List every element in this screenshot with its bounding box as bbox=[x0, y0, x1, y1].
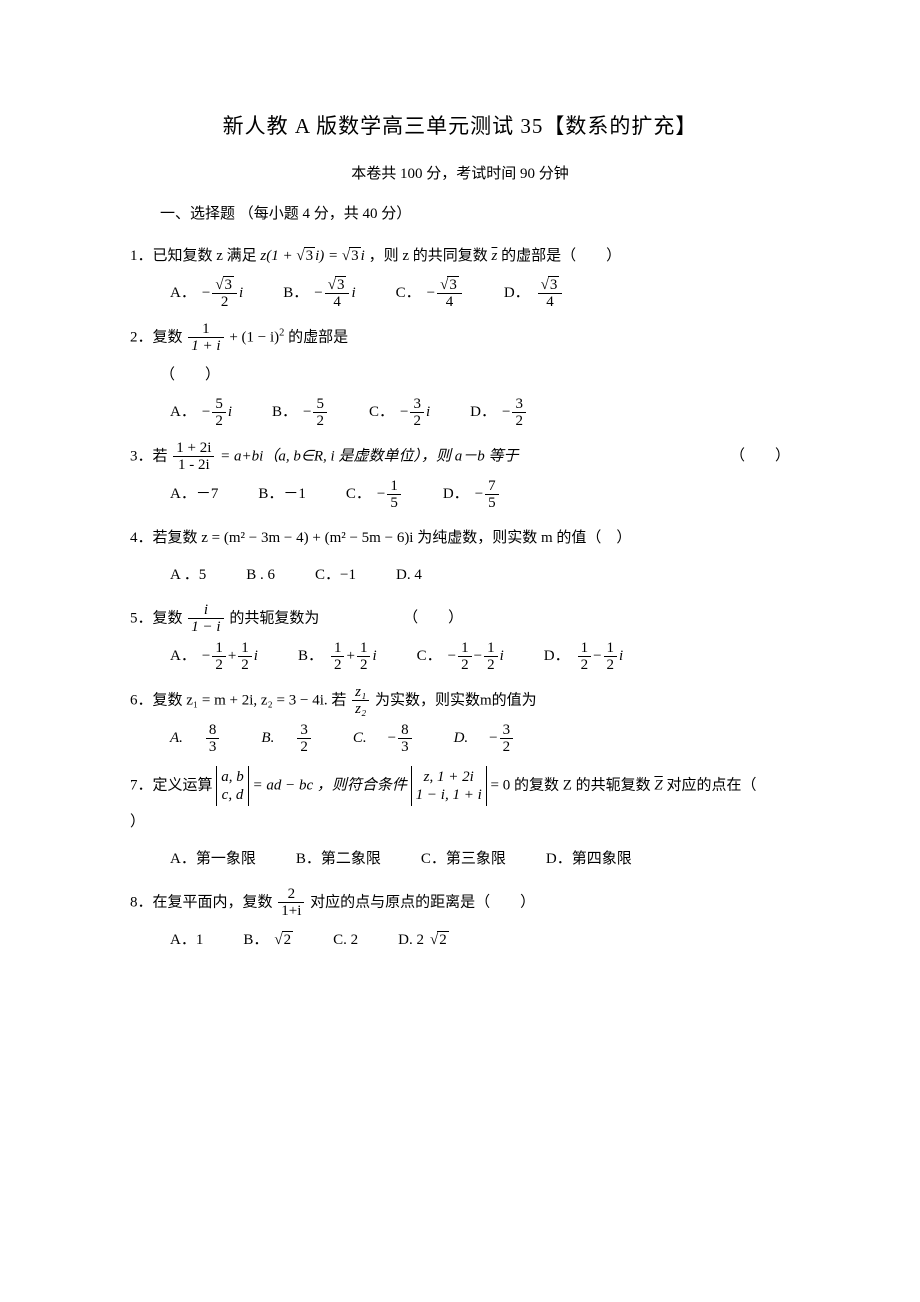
q3-stem-pre: 3．若 bbox=[130, 448, 171, 464]
question-8: 8．在复平面内，复数 21+i 对应的点与原点的距离是（ ） A．1 B．2 C… bbox=[130, 886, 790, 957]
q4-opt-c: C．−1 bbox=[315, 559, 356, 592]
q1-opt-b: B．−34i bbox=[283, 277, 355, 311]
q8-opt-a: A．1 bbox=[170, 924, 203, 957]
q7-opt-a: A．第一象限 bbox=[170, 843, 256, 876]
question-2: 2．复数 11 + i + (1 − i)2 的虚部是 （ ） A．−52i B… bbox=[130, 321, 790, 430]
q2-opt-c: C．−32i bbox=[369, 396, 430, 430]
q8-opt-c: C. 2 bbox=[333, 924, 358, 957]
q2-plus: + (1 − i) bbox=[226, 329, 280, 345]
sqrt3-2: 3 bbox=[342, 240, 361, 273]
q1-opt-c: C．−34 bbox=[396, 277, 464, 311]
q2-stem-pre: 2．复数 bbox=[130, 329, 186, 345]
q3-opt-d: D．−75 bbox=[443, 478, 501, 512]
q5-opt-b: B．12 + 12i bbox=[298, 640, 377, 674]
q6-opt-d: D. −32 bbox=[454, 722, 516, 756]
q2-opt-d: D．−32 bbox=[470, 396, 528, 430]
q6-stem-pre: 6．复数 z₁ = m + 2i, z₂ = 3 − 4i. 若 bbox=[130, 692, 350, 708]
q2-opt-a: A．−52i bbox=[170, 396, 232, 430]
q6-stem-post: 为实数，则实数m的值为 bbox=[371, 692, 536, 708]
q1-stem-post1: ，则 z 的共同复数 bbox=[365, 248, 492, 264]
q3-opt-b: B．－1 bbox=[258, 478, 306, 512]
q5-opt-c: C．−12 − 12i bbox=[417, 640, 504, 674]
q6-opt-a: A. 83 bbox=[170, 722, 221, 756]
q7-mid: = ad − bc ，则符合条件 bbox=[249, 777, 411, 793]
q3-opt-a: A．－7 bbox=[170, 478, 218, 512]
q8-stem-pre: 8．在复平面内，复数 bbox=[130, 894, 276, 910]
q2-opt-b: B．−52 bbox=[272, 396, 329, 430]
q5-paren: （ ） bbox=[403, 610, 463, 626]
sqrt3-1: 3 bbox=[296, 240, 315, 273]
q5-opt-d: D．12 − 12i bbox=[544, 640, 623, 674]
q7-opt-b: B．第二象限 bbox=[296, 843, 381, 876]
q4-stem: 4．若复数 z = (m² − 3m − 4) + (m² − 5m − 6)i… bbox=[130, 522, 790, 555]
question-4: 4．若复数 z = (m² − 3m − 4) + (m² − 5m − 6)i… bbox=[130, 522, 790, 592]
q3-paren: （ ） bbox=[730, 440, 790, 473]
q6-opt-c: C. −83 bbox=[353, 722, 414, 756]
q3-opt-c: C．−15 bbox=[346, 478, 403, 512]
q5-stem-pre: 5．复数 bbox=[130, 610, 186, 626]
q8-opt-b: B．2 bbox=[243, 924, 293, 957]
q7-zbar: Z bbox=[654, 777, 662, 793]
q1-eq-a: z(1 + bbox=[260, 248, 296, 264]
q1-stem-post2: 的虚部是（ ） bbox=[497, 248, 621, 264]
q7-opt-d: D．第四象限 bbox=[546, 843, 632, 876]
subtitle: 本卷共 100 分，考试时间 90 分钟 bbox=[130, 162, 790, 186]
q7-zero: = 0 的复数 Z 的共轭复数 bbox=[487, 777, 655, 793]
q7-stem-pre: 7．定义运算 bbox=[130, 777, 216, 793]
q7-post: 对应的点在（ bbox=[663, 777, 757, 793]
q4-opt-a: A ．5 bbox=[170, 559, 206, 592]
question-6: 6．复数 z₁ = m + 2i, z₂ = 3 − 4i. 若 z₁z₂ 为实… bbox=[130, 684, 790, 756]
question-3: 3．若 1 + 2i1 - 2i = a+bi（a, b∈R, i 是虚数单位）… bbox=[130, 440, 790, 512]
q8-stem-post: 对应的点与原点的距离是（ ） bbox=[306, 894, 535, 910]
q4-opt-d: D. 4 bbox=[396, 559, 422, 592]
q6-opt-b: B. 32 bbox=[261, 722, 312, 756]
q8-opt-d: D. 22 bbox=[398, 924, 449, 957]
page-title: 新人教 A 版数学高三单元测试 35【数系的扩充】 bbox=[130, 110, 790, 144]
q5-stem-post: 的共轭复数为 bbox=[226, 610, 320, 626]
q4-opt-b: B . 6 bbox=[246, 559, 275, 592]
q2-stem-post: 的虚部是 bbox=[284, 329, 348, 345]
det-z: z, 1 + 2i1 − i, 1 + i bbox=[411, 766, 487, 806]
q1-stem-pre: 1．已知复数 z 满足 bbox=[130, 248, 260, 264]
q5-opt-a: A．−12 + 12i bbox=[170, 640, 258, 674]
q1-opt-a: A．−32i bbox=[170, 277, 243, 311]
q2-paren: （ ） bbox=[130, 359, 790, 392]
q1-opt-d: D．34 bbox=[504, 277, 565, 311]
section-header: 一、选择题 （每小题 4 分，共 40 分） bbox=[130, 202, 790, 226]
question-1: 1．已知复数 z 满足 z(1 + 3i) = 3i ，则 z 的共同复数 z … bbox=[130, 240, 790, 311]
det-abcd: a, bc, d bbox=[216, 766, 249, 806]
q3-eq: = a+bi（a, b∈R, i 是虚数单位），则 a－b 等于 bbox=[216, 448, 518, 464]
question-5: 5．复数 i1 − i 的共轭复数为 （ ） A．−12 + 12i B．12 … bbox=[130, 602, 790, 674]
q7-opt-c: C．第三象限 bbox=[421, 843, 506, 876]
q1-eq-b: i) = bbox=[315, 248, 342, 264]
question-7: 7．定义运算 a, bc, d = ad − bc ，则符合条件 z, 1 + … bbox=[130, 766, 790, 876]
q7-close: ） bbox=[130, 806, 790, 839]
